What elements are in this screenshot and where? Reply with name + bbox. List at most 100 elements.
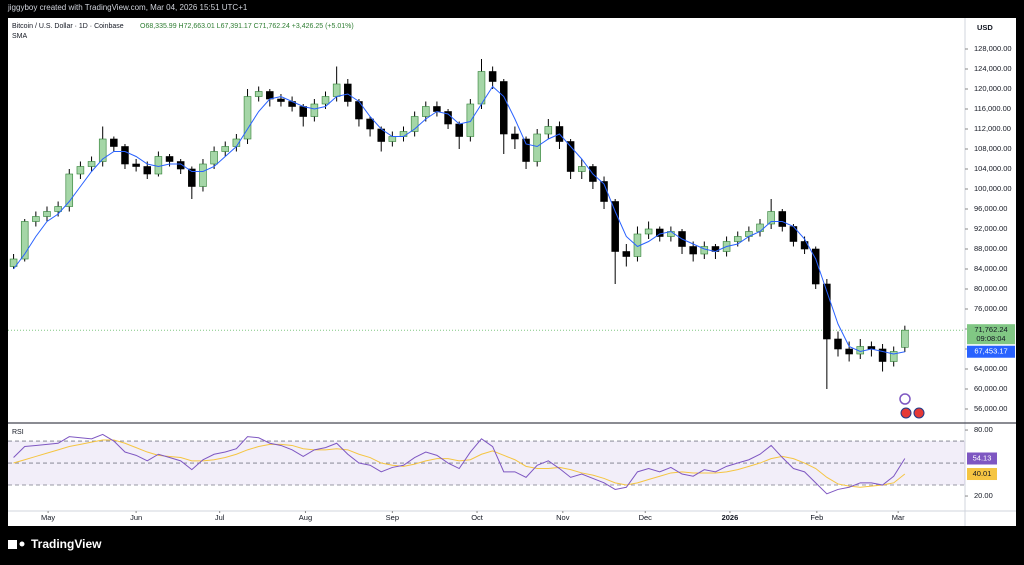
- x-tick-label: Oct: [471, 513, 484, 522]
- ohlc-legend: O68,335.99 H72,663.01 L67,391.17 C71,762…: [140, 23, 354, 30]
- candle-body: [511, 133, 519, 140]
- y-tick-label: 84,000.00: [974, 264, 1007, 273]
- candle-body: [132, 163, 140, 167]
- countdown: 09:08:04: [976, 334, 1005, 343]
- candle-body: [767, 211, 775, 225]
- flag-icon: [900, 407, 912, 419]
- y-tick-label: 116,000.00: [974, 104, 1011, 113]
- candle-body: [332, 83, 341, 97]
- rsi-legend: RSI: [12, 429, 24, 436]
- y-tick-label: 56,000.00: [974, 404, 1007, 413]
- candle-body: [578, 166, 586, 172]
- logo-mark: [8, 540, 17, 549]
- candle-body: [689, 246, 697, 255]
- candle-body: [544, 126, 553, 135]
- footer-logo: TradingView: [8, 537, 102, 551]
- candle-body: [466, 103, 475, 137]
- x-tick-label: Dec: [639, 513, 653, 522]
- rsi-label-box: [967, 468, 997, 481]
- candle-body: [811, 248, 820, 285]
- candle-body: [433, 106, 441, 112]
- candle-body: [143, 166, 152, 175]
- logo-mark: [19, 541, 25, 547]
- candle-body: [566, 141, 575, 172]
- candle-body: [388, 136, 397, 142]
- x-tick-label: Aug: [299, 513, 312, 522]
- candle-body: [154, 156, 163, 175]
- footer-brand: TradingView: [31, 537, 102, 551]
- y-tick-label: 120,000.00: [974, 84, 1012, 93]
- last-price-box: [967, 324, 1015, 345]
- candle-body: [889, 351, 898, 362]
- candle-body: [54, 206, 62, 212]
- candle-body: [344, 83, 352, 102]
- candle-body: [522, 138, 530, 162]
- price-pane: [8, 59, 965, 389]
- candle-body: [611, 201, 619, 252]
- candle-body: [110, 138, 118, 147]
- rsi-line: [13, 433, 906, 495]
- candle-body: [243, 96, 252, 140]
- event-icon: [899, 393, 911, 405]
- candle-body: [98, 138, 107, 162]
- header: jiggyboy created with TradingView.com, M…: [7, 3, 248, 12]
- x-tick-label: Jun: [130, 513, 142, 522]
- candle-body: [254, 91, 263, 97]
- sma-line: [13, 85, 905, 355]
- candle-body: [87, 161, 96, 167]
- candle-body: [9, 258, 18, 267]
- x-tick-label: Mar: [892, 513, 905, 522]
- y-tick-label: 124,000.00: [974, 64, 1012, 73]
- x-tick-label: May: [41, 513, 55, 522]
- flag-icon: [913, 407, 925, 419]
- candle-body: [20, 221, 29, 260]
- candle-body: [366, 118, 374, 130]
- y-tick-label: 64,000.00: [974, 364, 1007, 373]
- candle-body: [878, 348, 887, 362]
- sma-label: 67,453.17: [974, 347, 1007, 356]
- candle-body: [199, 163, 207, 187]
- rsi-label: 40.01: [973, 469, 992, 478]
- candle-body: [65, 173, 74, 207]
- rsi-label: 54.13: [973, 453, 992, 462]
- candle-body: [756, 223, 764, 232]
- y-tick-label: 100,000.00: [974, 184, 1012, 193]
- candle-body: [399, 131, 408, 137]
- candle-body: [823, 283, 831, 340]
- y-tick-label: 92,000.00: [974, 224, 1007, 233]
- candle-body: [321, 96, 330, 105]
- candle-body: [221, 146, 230, 152]
- y-tick-label: 80,000.00: [974, 284, 1007, 293]
- y-tick-label: 104,000.00: [974, 164, 1012, 173]
- candle-body: [210, 151, 218, 165]
- y-tick-label: 20.00: [974, 491, 993, 500]
- x-tick-label: Feb: [810, 513, 823, 522]
- candle-body: [310, 103, 319, 117]
- candle-body: [733, 236, 742, 242]
- candle-body: [834, 338, 842, 350]
- candle-body: [488, 71, 497, 82]
- candle-body: [422, 106, 430, 117]
- y-tick-label: 96,000.00: [974, 204, 1007, 213]
- y-tick-label: 128,000.00: [974, 44, 1012, 53]
- y-tick-label: 80.00: [974, 425, 993, 434]
- last-price-label: 71,762.24: [974, 325, 1007, 334]
- y-tick-label: 60,000.00: [974, 384, 1007, 393]
- y-tick-label: 108,000.00: [974, 144, 1012, 153]
- event-icons: [899, 393, 925, 419]
- rsi-label-box: [967, 452, 997, 465]
- y-tick-label: 112,000.00: [974, 124, 1011, 133]
- x-tick-label: Sep: [386, 513, 399, 522]
- candle-body: [176, 161, 185, 170]
- y-tick-label: 88,000.00: [974, 244, 1007, 253]
- candle-body: [622, 251, 631, 257]
- candle-body: [299, 106, 307, 117]
- candle-body: [188, 168, 196, 187]
- candle-body: [455, 123, 463, 137]
- candle-body: [901, 329, 909, 348]
- x-tick-label: Nov: [556, 513, 570, 522]
- candle-body: [266, 91, 274, 100]
- candle-body: [165, 156, 174, 162]
- symbol-title: Bitcoin / U.S. Dollar · 1D · Coinbase: [12, 23, 124, 30]
